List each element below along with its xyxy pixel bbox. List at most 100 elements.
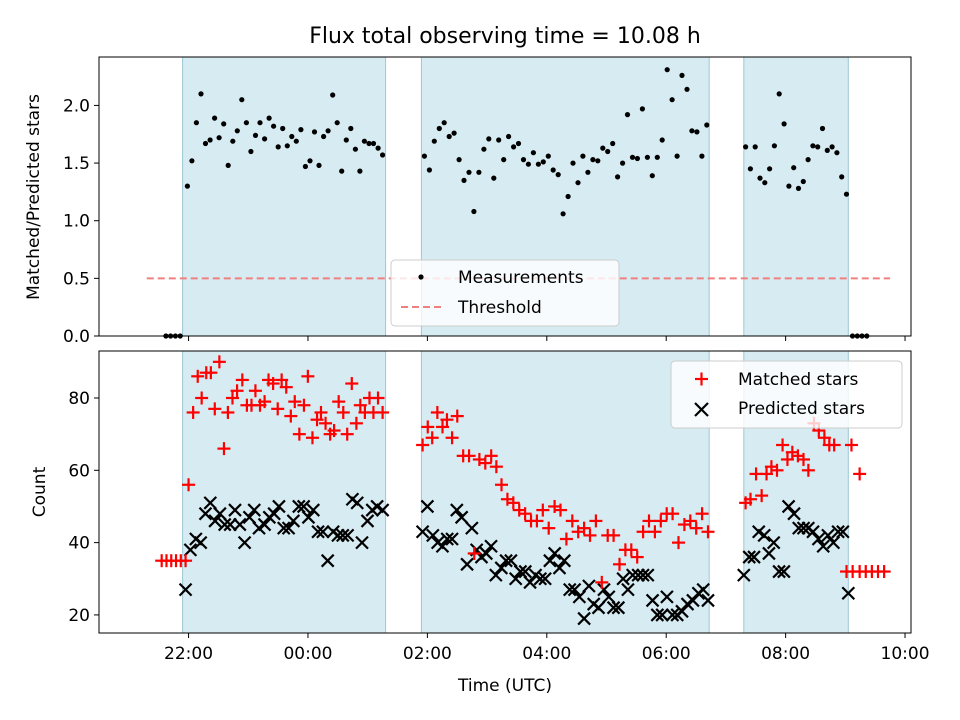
predicted-star-marker xyxy=(547,546,562,561)
measurement-point xyxy=(669,97,675,103)
bottom-panel: 20 40 60 80 22:00 00:00 02:00 04:00 06:00 08:00 1… xyxy=(30,350,930,696)
matched-star-marker xyxy=(221,405,235,419)
measurement-point xyxy=(570,160,576,166)
measurement-point xyxy=(795,185,802,191)
measurement-point xyxy=(348,125,354,132)
measurement-point xyxy=(610,140,616,147)
measurement-point xyxy=(239,97,245,103)
predicted-star-marker xyxy=(331,528,345,543)
predicted-star-marker xyxy=(611,600,626,615)
measurement-point xyxy=(810,143,816,149)
predicted-star-marker xyxy=(375,503,390,517)
matched-star-marker xyxy=(340,427,354,441)
predicted-star-marker xyxy=(577,611,591,626)
predicted-star-marker xyxy=(193,535,208,550)
predicted-star-marker xyxy=(484,539,498,554)
bottom-y-tick-label: 80 xyxy=(68,389,90,409)
matched-star-marker xyxy=(760,467,774,481)
measurement-point xyxy=(615,174,621,180)
measurement-point xyxy=(476,169,482,175)
matched-star-marker xyxy=(275,373,289,387)
matched-star-marker xyxy=(430,405,444,419)
top-legend-box xyxy=(390,259,620,327)
measurement-point xyxy=(644,154,651,160)
measurement-point xyxy=(580,153,586,159)
legend-predicted-label: Predicted stars xyxy=(738,399,865,419)
measurement-point xyxy=(436,125,442,132)
predicted-star-marker xyxy=(316,524,330,539)
measurement-point xyxy=(193,120,199,126)
predicted-star-marker xyxy=(267,506,281,521)
matched-star-marker xyxy=(607,528,621,542)
matched-star-marker xyxy=(577,521,591,535)
predicted-star-marker xyxy=(597,582,611,597)
measurement-point xyxy=(634,155,641,162)
matched-star-marker xyxy=(755,489,769,503)
predicted-star-marker xyxy=(557,553,572,568)
top-measurement-points xyxy=(163,67,870,339)
measurement-point xyxy=(639,106,646,112)
matched-star-marker xyxy=(450,409,464,423)
predicted-star-marker xyxy=(645,593,660,608)
measurement-point xyxy=(207,137,213,143)
measurement-point xyxy=(280,125,286,132)
matched-star-marker xyxy=(642,514,656,528)
predicted-star-marker xyxy=(621,582,635,597)
matched-star-marker xyxy=(583,528,597,542)
measurement-point xyxy=(664,67,670,73)
measurement-point xyxy=(824,147,830,153)
measurement-point xyxy=(456,157,462,163)
predicted-star-marker xyxy=(237,535,252,550)
measurement-point xyxy=(791,165,797,171)
predicted-star-marker xyxy=(523,575,537,590)
matched-star-marker xyxy=(467,546,481,560)
matched-star-marker xyxy=(559,532,573,546)
measurement-point xyxy=(486,136,492,142)
measurement-point xyxy=(316,162,322,168)
predicted-star-marker xyxy=(479,546,494,561)
predicted-star-marker xyxy=(796,521,811,535)
matched-star-marker xyxy=(208,402,222,416)
measurement-point xyxy=(747,166,754,172)
measurement-point xyxy=(466,169,472,175)
measurement-point xyxy=(752,144,758,150)
matched-star-marker xyxy=(877,565,891,579)
measurement-point xyxy=(298,127,304,133)
matched-star-marker xyxy=(853,467,867,481)
matched-star-marker xyxy=(204,366,218,380)
legend-predicted-marker xyxy=(694,402,709,417)
measurement-point xyxy=(575,180,581,186)
matched-star-marker xyxy=(478,456,492,470)
predicted-star-marker xyxy=(640,568,655,582)
measurement-point xyxy=(684,86,690,92)
measurement-point xyxy=(600,145,606,151)
bottom-legend: Matched stars Predicted stars xyxy=(670,360,903,429)
matched-star-marker xyxy=(654,514,668,528)
matched-star-marker xyxy=(279,380,293,394)
predicted-star-marker xyxy=(445,532,459,546)
predicted-star-marker xyxy=(538,571,552,586)
matched-star-marker xyxy=(425,431,439,445)
measurement-point xyxy=(257,120,263,126)
measurement-point xyxy=(679,72,685,78)
measurement-point xyxy=(565,193,571,200)
measurement-point xyxy=(202,140,209,147)
predicted-star-marker xyxy=(217,517,232,532)
chart-title: Flux total observing time = 10.08 h xyxy=(309,24,701,49)
predicted-star-marker xyxy=(772,564,786,579)
predicted-star-marker xyxy=(675,604,689,619)
measurement-point xyxy=(757,175,763,181)
matched-star-marker xyxy=(376,405,390,419)
bottom-legend-box xyxy=(670,360,903,429)
predicted-star-marker xyxy=(591,600,606,615)
measurement-point xyxy=(629,154,636,160)
predicted-star-marker xyxy=(228,503,242,517)
top-y-tick-label: 1.0 xyxy=(63,212,90,232)
matched-star-marker xyxy=(305,431,319,445)
predicted-star-marker xyxy=(616,571,630,586)
predicted-star-marker xyxy=(272,499,286,514)
predicted-star-marker xyxy=(742,550,757,564)
predicted-star-marker xyxy=(737,568,751,582)
matched-star-marker xyxy=(666,507,680,521)
